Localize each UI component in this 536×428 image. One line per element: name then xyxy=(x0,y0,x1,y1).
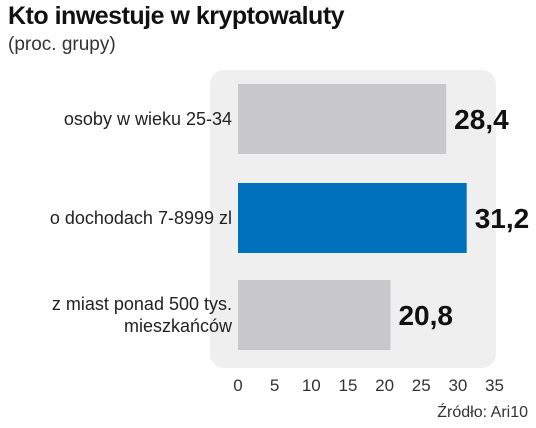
x-tick-label-6: 25 xyxy=(412,376,431,395)
source-note: Źródło: Ari10 xyxy=(437,404,528,421)
bar-2 xyxy=(238,183,467,253)
chart-subtitle: (proc. grupy) xyxy=(8,34,116,55)
bar-3 xyxy=(238,280,391,350)
value-label-1: 28,4 xyxy=(454,104,509,135)
x-tick-label-5: 20 xyxy=(375,376,394,395)
x-tick-label-8: 35 xyxy=(485,376,504,395)
x-tick-label-4: 15 xyxy=(338,376,357,395)
value-label-3: 20,8 xyxy=(398,300,453,331)
chart-title: Kto inwestuje w kryptowaluty xyxy=(8,2,345,30)
x-tick-label-1: 0 xyxy=(233,376,242,395)
x-tick-label-3: 10 xyxy=(302,376,321,395)
category-label-2: o dochodach 7-8999 zl xyxy=(50,208,232,228)
category-label-3-line-1: z miast ponad 500 tys. xyxy=(52,294,232,314)
x-tick-label-2: 5 xyxy=(270,376,279,395)
bar-1 xyxy=(238,84,447,154)
value-label-2: 31,2 xyxy=(475,203,530,234)
x-tick-label-7: 30 xyxy=(448,376,467,395)
category-label-3-line-2: mieszkańców xyxy=(124,316,233,336)
category-label-1: osoby w wieku 25-34 xyxy=(64,109,232,129)
